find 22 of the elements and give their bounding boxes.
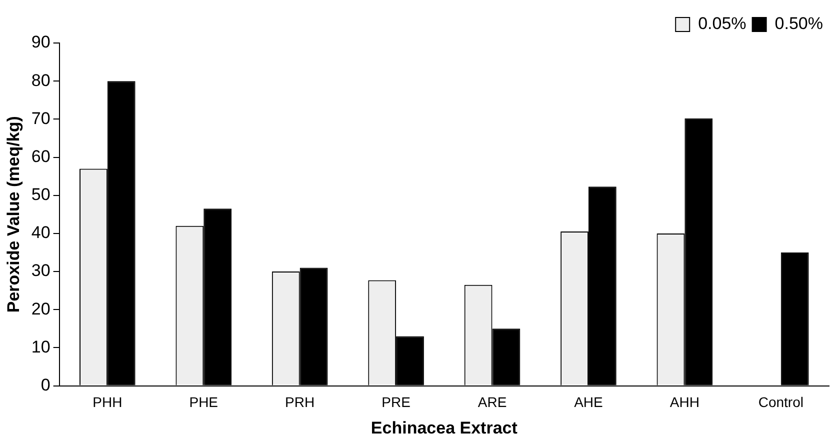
x-tick-label: PRH — [285, 394, 315, 410]
y-tick-label: 20 — [31, 299, 50, 318]
y-tick-label: 80 — [31, 70, 50, 90]
y-tick-label: 60 — [31, 146, 50, 166]
x-tick-label: ARE — [478, 394, 507, 410]
y-tick-label: 50 — [31, 185, 50, 204]
x-tick-label: AHE — [574, 394, 603, 410]
y-axis-title: Peroxide Value (meq/kg) — [4, 116, 23, 313]
legend-label: 0.05% — [698, 14, 746, 34]
y-tick-label: 40 — [31, 223, 50, 242]
y-tick-label: 10 — [31, 337, 50, 356]
x-tick-label: Control — [758, 394, 804, 410]
x-tick-label: PHH — [92, 394, 122, 410]
x-tick-label: AHH — [670, 394, 700, 410]
x-tick-label: PHE — [189, 394, 218, 410]
x-axis-title: Echinacea Extract — [370, 418, 518, 438]
y-tick-label: 90 — [31, 32, 50, 52]
y-tick-label: 30 — [31, 261, 50, 280]
y-tick-label: 70 — [31, 108, 50, 128]
y-tick-label: 0 — [40, 375, 50, 394]
x-tick-label: PRE — [382, 394, 410, 410]
legend-label: 0.50% — [774, 14, 823, 34]
